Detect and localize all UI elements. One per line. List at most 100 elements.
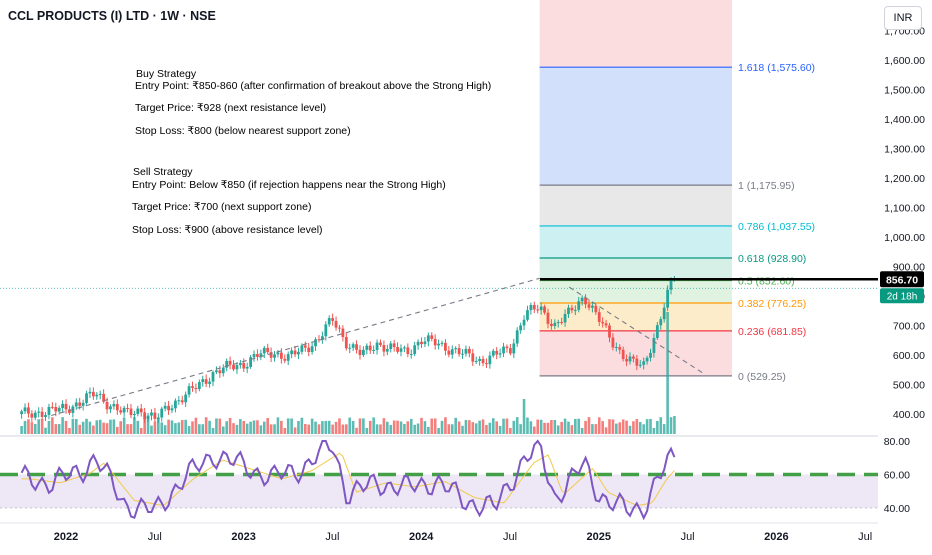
volume-bar [20,426,23,434]
candle-body [348,347,352,349]
candle-body [437,343,440,346]
candle-body [461,353,464,355]
volume-bar [406,421,410,434]
volume-bar [673,416,676,434]
volume-bar [44,427,47,434]
volume-bar [98,419,102,434]
candle-body [594,305,598,313]
candle-body [379,342,382,346]
volume-bar [543,422,546,434]
volume-bar [338,418,341,434]
candle-body [485,363,488,365]
candle-body [235,365,239,370]
last-price-badge [880,271,924,288]
price-tick-12: 1,600.00 [884,55,925,67]
candle-body [413,345,417,355]
volume-bar [611,419,615,434]
candle-body [102,393,106,402]
volume-bar [109,419,112,434]
candle-body [187,386,191,395]
time-tick-9: Jul [858,531,872,543]
volume-bar [478,420,481,434]
price-tick-6: 1,000.00 [884,232,925,244]
price-tick-3: 700.00 [893,321,925,333]
volume-bar [269,424,273,434]
candle-body [344,337,348,349]
fib-zone-top [539,0,732,68]
candle-body [61,403,65,408]
price-tick-1: 500.00 [893,380,925,392]
volume-bar [382,418,386,434]
volume-bar [157,418,160,434]
volume-bar [249,421,252,434]
volume-bar [515,417,519,434]
candle-body [119,410,123,413]
volume-bar [618,422,622,434]
candle-body [88,391,92,394]
candle-body [467,348,471,354]
candle-body [403,347,406,349]
volume-bar [293,427,297,434]
candle-body [512,343,516,354]
volume-bar [580,427,584,434]
candle-body [601,321,605,324]
candle-body [577,301,581,310]
rsi-line [20,439,676,521]
volume-bar [116,426,119,434]
candle-body [515,330,519,344]
volume-bar [170,420,174,434]
volume-bar [529,421,533,434]
candle-body [303,345,307,348]
currency-button[interactable]: INR [884,6,922,30]
volume-bar [536,419,540,434]
candle-body [392,343,396,347]
candle-body [266,347,270,353]
volume-bar [625,420,628,434]
candle-body [608,325,611,338]
candle-body [245,366,249,369]
volume-bar [539,419,543,434]
volume-bar [143,418,146,434]
candle-body [64,403,68,410]
fib-label-3: 0.618 (928.90) [738,253,806,265]
fib-label-2: 0.786 (1,037.55) [738,221,815,233]
candle-body [30,413,34,418]
volume-bar [645,419,649,434]
candle-body [362,349,365,356]
volume-bar [259,425,263,434]
volume-bar [51,417,54,434]
time-tick-6: 2025 [587,531,611,543]
candle-body [481,358,485,364]
candle-body [320,336,324,340]
volume-bar [225,421,228,434]
candle-body [221,367,225,374]
fib-label-5: 0.382 (776.25) [738,298,806,310]
volume-bar [262,421,266,434]
candle-body [180,400,184,403]
volume-bar [105,423,109,434]
volume-bar [420,417,423,434]
candle-body [440,342,444,344]
volume-bar [129,424,133,434]
candle-body [252,354,256,358]
candle-body [536,309,540,311]
fib-zone-2 [539,225,732,258]
sell-note-1: Entry Point: Below ₹850 (if rejection ha… [132,179,446,191]
candle-body [618,347,622,350]
candle-body [334,320,338,328]
volume-bar [447,424,451,434]
candle-body [317,339,321,341]
fib-label-1: 1 (1,175.95) [738,180,795,192]
volume-bar [358,418,362,434]
candle-body [40,411,44,417]
volume-bar [471,422,475,434]
last-price-label: 856.70 [886,274,918,286]
volume-bar [522,399,526,434]
candle-body [351,344,355,348]
candle-body [259,353,263,357]
candle-body [256,354,259,357]
volume-bar [656,420,659,434]
candle-body [549,323,553,327]
candle-body [399,348,403,352]
volume-bar [211,427,215,434]
